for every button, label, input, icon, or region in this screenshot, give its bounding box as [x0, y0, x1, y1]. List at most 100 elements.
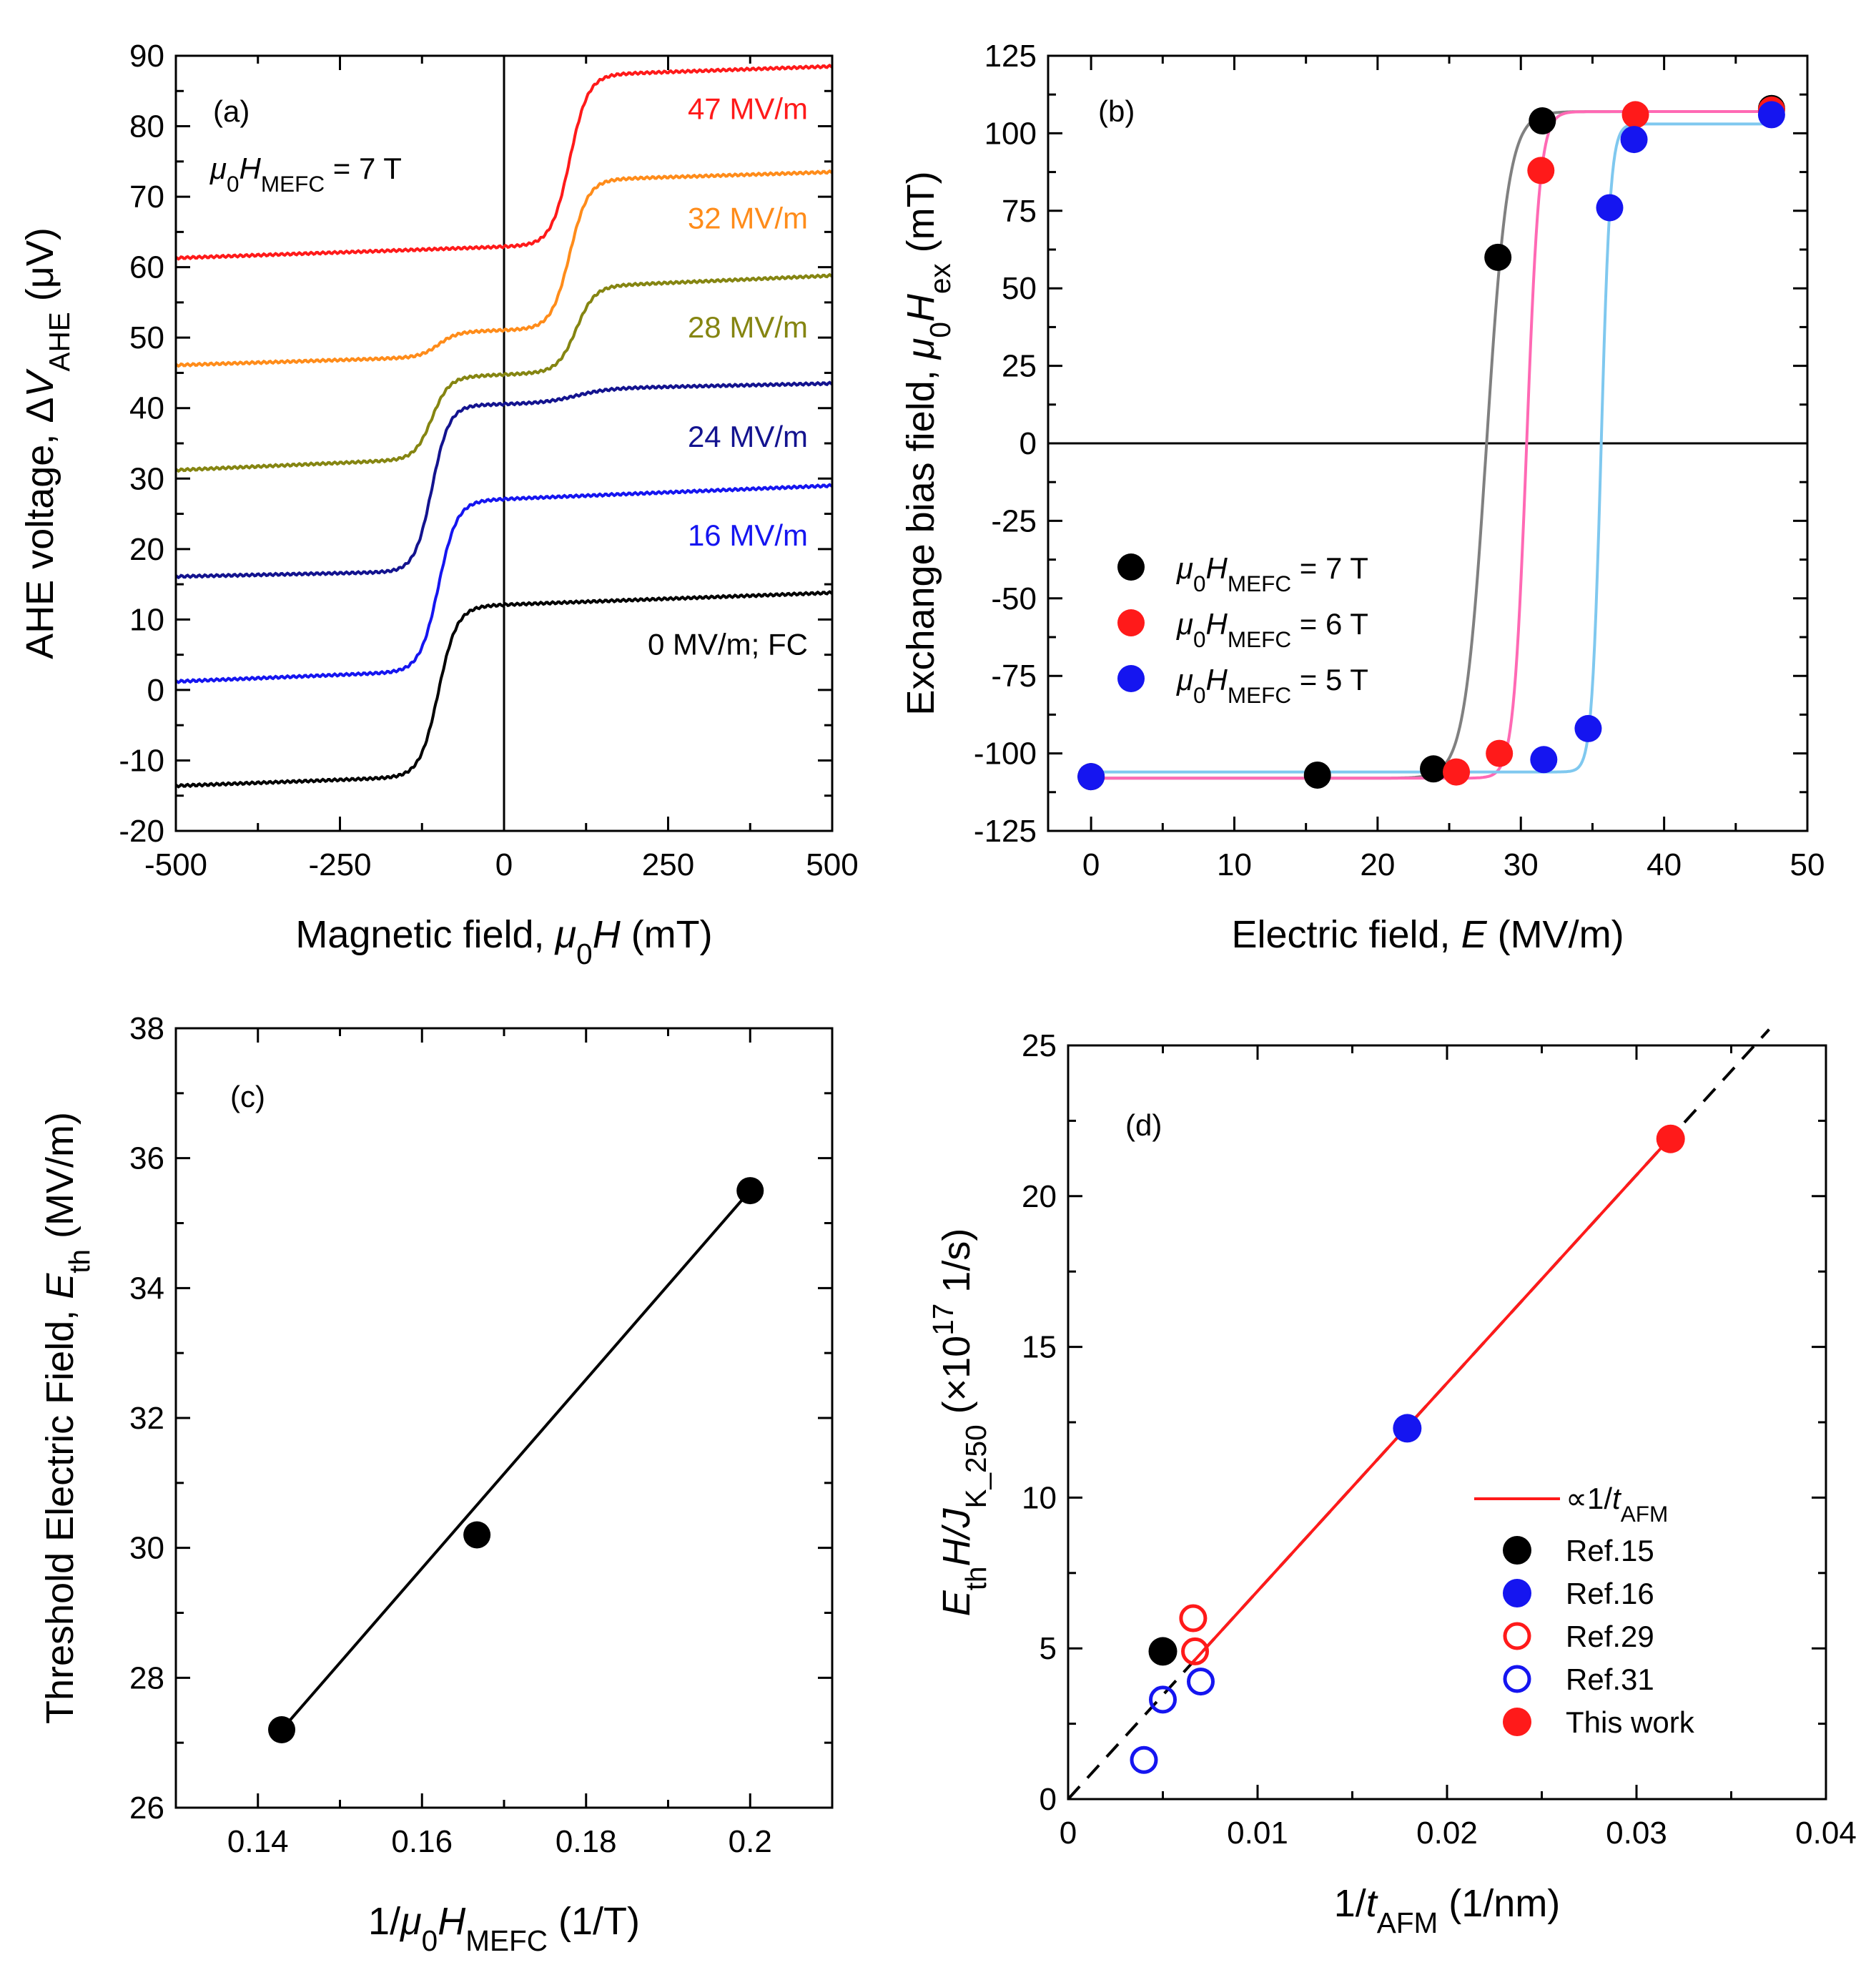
y-tick-label: 70: [129, 179, 164, 215]
x-tick-label: 0.14: [227, 1824, 289, 1859]
legend-label: μ0HMEFC = 5 T: [1176, 663, 1368, 708]
legend-marker: [1503, 1579, 1531, 1607]
y-tick-label: 25: [1022, 1028, 1057, 1063]
y-tick-label: -75: [991, 659, 1037, 694]
y-tick-label: 32: [129, 1401, 164, 1436]
legend-label: Ref.16: [1566, 1577, 1654, 1610]
x-tick-label: 500: [806, 847, 858, 882]
panel-tag: (d): [1125, 1108, 1162, 1142]
x-tick-label: -250: [308, 847, 371, 882]
legend-marker: [1117, 665, 1145, 692]
y-tick-label: 125: [984, 39, 1037, 74]
plot-frame: [1067, 1044, 1827, 1801]
series-label: 0 MV/m; FC: [648, 628, 808, 661]
y-tick-label: 34: [129, 1271, 164, 1306]
y-tick-label: 38: [129, 1011, 164, 1046]
data-point: [1179, 1604, 1208, 1632]
x-tick-label: 0.04: [1795, 1816, 1857, 1851]
x-tick-label: 0: [1060, 1816, 1077, 1851]
data-point: [1527, 157, 1555, 184]
y-tick-label: 60: [129, 250, 164, 285]
y-tick-label: -20: [119, 814, 164, 849]
x-tick-label: 10: [1217, 847, 1252, 882]
data-point: [1530, 746, 1558, 774]
panel-b: μ0HMEFC = 7 T μ0HMEFC = 6 T μ0HMEFC = 5 T 0…: [899, 39, 1825, 956]
y-tick-label: 20: [1022, 1179, 1057, 1214]
series-label: 32 MV/m: [688, 201, 808, 235]
series-label: 28 MV/m: [688, 310, 808, 344]
y-tick-label: 80: [129, 109, 164, 144]
x-tick-label: 0.18: [556, 1824, 617, 1859]
panel-d: ∝1/tAFM Ref.15 Ref.16 Ref.29 Ref.31 This work…: [927, 1028, 1857, 1939]
series-line: [174, 590, 834, 789]
y-tick-label: 28: [129, 1660, 164, 1695]
x-tick-label: 0.01: [1227, 1816, 1288, 1851]
y-axis-label: EthH/JK_250 (×1017 1/s): [927, 1228, 992, 1617]
data-point: [268, 1716, 296, 1743]
data-point: [736, 1177, 764, 1205]
y-tick-label: 30: [129, 461, 164, 496]
data-point: [1656, 1124, 1685, 1153]
y-axis-label: AHE voltage, ΔVAHE (μV): [19, 227, 76, 659]
legend-label: μ0HMEFC = 6 T: [1176, 607, 1368, 652]
data-point: [1529, 107, 1556, 135]
panel-tag: (a): [213, 94, 250, 128]
x-axis-label: Electric field, E (MV/m): [1231, 913, 1624, 956]
y-tick-label: 36: [129, 1141, 164, 1176]
legend-marker: [1117, 553, 1145, 581]
y-tick-label: 0: [1020, 426, 1037, 461]
series-label: 47 MV/m: [688, 92, 808, 126]
x-axis-label: 1/μ0HMEFC (1/T): [368, 1900, 640, 1957]
panel-tag: (b): [1098, 94, 1135, 128]
x-tick-label: 40: [1647, 847, 1682, 882]
x-tick-label: 50: [1790, 847, 1825, 882]
data-point: [1443, 758, 1471, 786]
y-tick-label: -50: [991, 581, 1037, 616]
y-tick-label: 5: [1040, 1631, 1057, 1666]
series-line: [174, 483, 834, 684]
data-point: [1187, 1668, 1215, 1696]
x-tick-label: -500: [144, 847, 207, 882]
legend-marker: [1503, 1536, 1531, 1565]
y-tick-label: 40: [129, 391, 164, 426]
y-tick-label: 25: [1002, 349, 1037, 384]
x-tick-label: 0.02: [1416, 1816, 1478, 1851]
legend-label: Ref.29: [1566, 1620, 1654, 1653]
legend-marker: [1117, 609, 1145, 636]
data-point: [463, 1521, 491, 1549]
x-tick-label: 0.16: [391, 1824, 453, 1859]
condition-label: μ0HMEFC = 7 T: [209, 152, 402, 197]
data-point: [1574, 714, 1602, 742]
x-tick-label: 250: [642, 847, 694, 882]
panel-a: 0 MV/m; FC 16 MV/m 24 MV/m 28 MV/m 32 MV/m 47…: [19, 39, 859, 970]
y-tick-label: 20: [129, 532, 164, 567]
legend-label: ∝1/tAFM: [1566, 1482, 1668, 1527]
y-tick-label: -125: [974, 814, 1037, 849]
data-point: [1148, 1637, 1178, 1666]
data-point: [1420, 755, 1448, 783]
panel-tag: (c): [230, 1080, 265, 1113]
data-point: [1596, 194, 1624, 222]
x-tick-label: 30: [1504, 847, 1539, 882]
plot-frame: [174, 1027, 834, 1809]
data-point: [1620, 126, 1648, 154]
y-tick-label: 0: [147, 673, 164, 708]
y-tick-label: -100: [974, 737, 1037, 772]
y-axis-label: Threshold Electric Field, Eth (MV/m): [39, 1112, 96, 1724]
y-tick-label: 50: [1002, 271, 1037, 306]
y-tick-label: 26: [129, 1791, 164, 1826]
panel-c: 0.14 0.16 0.18 0.2 26 28 30 32 34 36 38 (c) 1/μ0HMEF…: [39, 1011, 834, 1957]
y-tick-label: 10: [129, 602, 164, 637]
x-tick-label: 20: [1360, 847, 1395, 882]
x-tick-label: 0.2: [729, 1824, 772, 1859]
data-point: [1621, 101, 1649, 129]
y-axis-label: Exchange bias field, μ0Hex (mT): [899, 171, 957, 715]
data-point: [1393, 1414, 1422, 1443]
x-tick-label: 0: [495, 847, 513, 882]
y-tick-label: -25: [991, 503, 1037, 538]
data-point: [1149, 1685, 1177, 1714]
y-tick-label: 30: [129, 1531, 164, 1566]
series-line: [174, 63, 834, 261]
y-tick-label: 100: [984, 116, 1037, 151]
